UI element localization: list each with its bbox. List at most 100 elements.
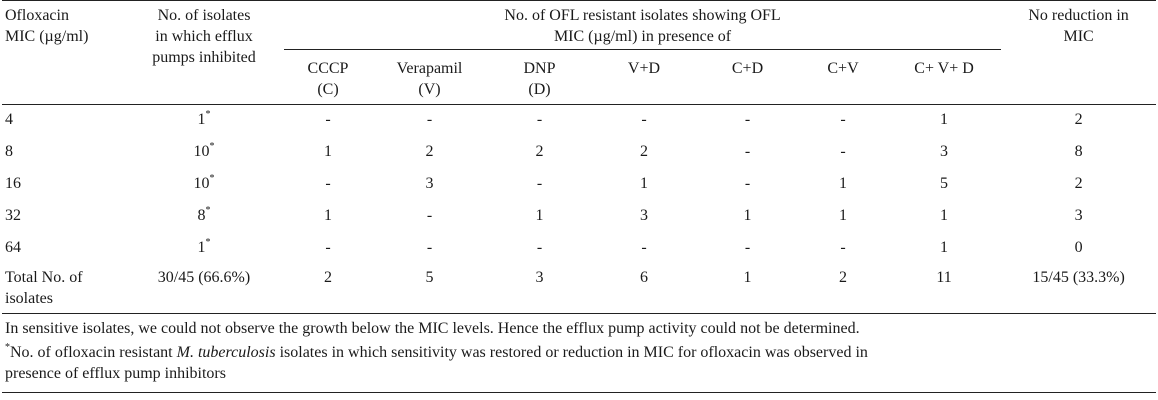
cell-v-plus-d: -: [641, 111, 647, 128]
cell-total-v-plus-d: 6: [640, 269, 648, 286]
cell-total-dnp: 3: [535, 269, 544, 286]
cell-inhibited: 8*: [124, 201, 284, 233]
footnote-sensitive-isolates: In sensitive isolates, we could not obse…: [5, 320, 860, 337]
header-text: pumps inhibited: [152, 49, 256, 66]
footnote-marker: *: [209, 140, 215, 152]
organism-name: M. tuberculosis: [176, 344, 276, 361]
cell-value: 1: [197, 111, 206, 128]
table-row: 64 1* - - - - - - 1 0: [2, 233, 1156, 265]
cell-no-reduction: 2: [1074, 175, 1083, 192]
cell-dnp: -: [536, 239, 543, 256]
header-cccp: CCCP (C): [284, 49, 372, 105]
cell-mic: 4: [5, 111, 13, 128]
cell-c-plus-v: -: [840, 239, 846, 256]
header-row-1: Ofloxacin MIC (µg/ml) No. of isolates in…: [2, 0, 1157, 105]
total-label-line: Total No. of: [5, 269, 83, 286]
cell-total-no-reduction: 15/45 (33.3%): [1032, 269, 1125, 286]
cell-verapamil: 2: [425, 143, 434, 160]
header-v-plus-d: V+D: [592, 49, 696, 105]
cell-c-plus-d: -: [744, 111, 751, 128]
cell-v-plus-d: 1: [640, 175, 648, 192]
cell-total-label: Total No. of isolates: [2, 265, 124, 314]
cell-v-plus-d: 2: [640, 143, 648, 160]
cell-verapamil: -: [426, 111, 433, 128]
table-row: 32 8* 1 - 1 3 1 1 1 3: [2, 201, 1156, 233]
header-text: V+D: [627, 60, 661, 77]
footnote-marker: *: [205, 204, 211, 216]
cell-value: 10: [193, 175, 210, 192]
cell-total-verapamil: 5: [425, 269, 434, 286]
header-c-plus-v: C+V: [799, 49, 887, 105]
cell-total-cccp: 2: [324, 269, 332, 286]
cell-no-reduction: 2: [1074, 111, 1083, 128]
cell-c-plus-v: 1: [839, 175, 847, 192]
table-row: 16 10* - 3 - 1 - 1 5 2: [2, 169, 1156, 201]
table-row: 8 10* 1 2 2 2 - - 3 8: [2, 137, 1156, 169]
cell-c-plus-d: 1: [743, 207, 752, 224]
cell-c-plus-v: -: [840, 143, 846, 160]
header-text: No reduction in: [1028, 7, 1129, 24]
cell-v-plus-d: -: [641, 239, 647, 256]
cell-verapamil: -: [426, 239, 433, 256]
header-text: DNP: [523, 60, 556, 77]
cell-total-c-plus-d: 1: [743, 269, 752, 286]
footnote-marker: *: [209, 172, 215, 184]
header-text: C+ V+ D: [914, 60, 974, 77]
footnote-marker: *: [205, 108, 211, 120]
cell-inhibited: 10*: [124, 137, 284, 169]
cell-c-v-d: 1: [940, 207, 949, 224]
cell-no-reduction: 3: [1074, 207, 1083, 224]
header-text: CCCP: [307, 60, 349, 77]
cell-verapamil: 3: [425, 175, 434, 192]
cell-c-v-d: 1: [940, 111, 949, 128]
cell-c-plus-d: -: [744, 175, 751, 192]
total-label-line: isolates: [5, 290, 53, 307]
cell-cccp: 1: [324, 143, 332, 160]
cell-c-plus-d: -: [744, 143, 751, 160]
header-ofloxacin-mic: Ofloxacin MIC (µg/ml): [2, 0, 124, 105]
header-c-plus-d: C+D: [696, 49, 799, 105]
header-text: C+D: [731, 60, 764, 77]
cell-value: 10: [193, 143, 210, 160]
cell-inhibited: 1*: [124, 233, 284, 265]
cell-cccp: -: [325, 239, 331, 256]
header-text: No. of OFL resistant isolates showing OF…: [504, 7, 781, 24]
header-text: Ofloxacin: [5, 7, 69, 24]
footnote-marker: *: [5, 341, 10, 353]
header-dnp: DNP (D): [487, 49, 592, 105]
footnote-marker: *: [205, 236, 211, 248]
cell-inhibited: 10*: [124, 169, 284, 201]
cell-value: 1: [197, 239, 206, 256]
header-row-2: CCCP (C) Verapamil (V) DNP (D) V+D C+D: [2, 49, 1156, 105]
cell-dnp: -: [536, 111, 543, 128]
cell-c-v-d: 5: [940, 175, 949, 192]
table-footnotes: In sensitive isolates, we could not obse…: [2, 314, 1156, 384]
cell-c-plus-v: -: [840, 111, 846, 128]
cell-no-reduction: 0: [1074, 239, 1083, 256]
header-text: (D): [528, 81, 551, 98]
cell-dnp: -: [536, 175, 543, 192]
header-isolates-inhibited: No. of isolates in which efflux pumps in…: [124, 0, 284, 105]
header-text: MIC (µg/ml) in presence of: [553, 28, 732, 45]
cell-c-v-d: 3: [940, 143, 949, 160]
header-text: (V): [418, 81, 441, 98]
header-text: C+V: [827, 60, 859, 77]
cell-value: 8: [197, 207, 206, 224]
footnote-text: presence of efflux pump inhibitors: [5, 365, 226, 382]
cell-cccp: 1: [324, 207, 332, 224]
cell-cccp: -: [325, 111, 331, 128]
cell-total-c-plus-v: 2: [839, 269, 847, 286]
cell-verapamil: -: [426, 207, 433, 224]
header-verapamil: Verapamil (V): [372, 49, 487, 105]
footnote-text: No. of ofloxacin resistant: [10, 344, 177, 361]
footnote-text: isolates in which sensitivity was restor…: [275, 344, 868, 361]
header-text: Verapamil: [396, 60, 463, 77]
total-row: Total No. of isolates 30/45 (66.6%) 2 5 …: [2, 265, 1157, 314]
header-c-v-d: C+ V+ D: [887, 49, 1002, 105]
cell-total-inhibited: 30/45 (66.6%): [157, 269, 251, 286]
header-text: (C): [317, 81, 339, 98]
footnote-asterisk: *No. of ofloxacin resistant M. tuberculo…: [5, 342, 1153, 384]
header-text: MIC (µg/ml): [5, 28, 89, 45]
cell-no-reduction: 8: [1074, 143, 1083, 160]
cell-mic: 8: [5, 143, 13, 160]
